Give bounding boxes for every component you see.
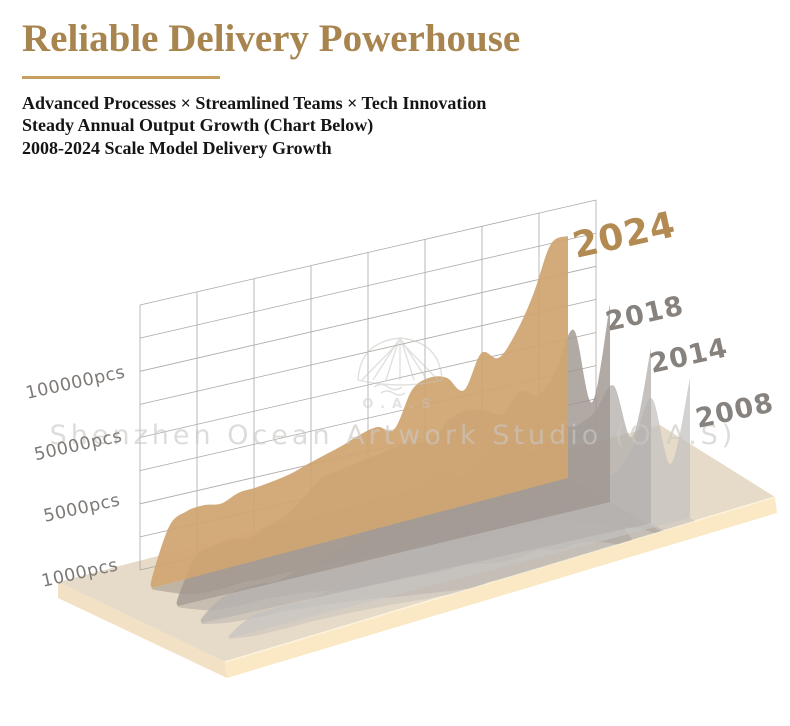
year-label-2014: 2014 xyxy=(647,332,731,379)
page-title: Reliable Delivery Powerhouse xyxy=(22,17,521,60)
y-axis-labels: 100000pcs 50000pcs 5000pcs 1000pcs xyxy=(24,362,127,591)
subtitle-line-1: Advanced Processes × Streamlined Teams ×… xyxy=(22,92,487,113)
watermark: O.A.S Shenzhen Ocean Artwork Studio (O.A… xyxy=(50,337,737,451)
studio-logo: O.A.S xyxy=(357,337,443,412)
ytick-5000pcs: 5000pcs xyxy=(42,490,122,526)
platform-front-face xyxy=(225,497,777,678)
series-area-2024 xyxy=(150,236,568,588)
logo-text: O.A.S xyxy=(362,397,437,412)
platform-edge-highlight xyxy=(224,496,776,663)
year-label-2018: 2018 xyxy=(603,290,687,337)
subtitle-block: Advanced Processes × Streamlined Teams ×… xyxy=(22,92,520,160)
series-ribbons xyxy=(150,236,691,638)
year-label-2024: 2024 xyxy=(569,204,680,267)
shell-fan-icon xyxy=(357,337,443,396)
subtitle-line-3: 2008-2024 Scale Model Delivery Growth xyxy=(22,137,332,158)
title-underline xyxy=(22,75,220,79)
header: Reliable Delivery Powerhouse Advanced Pr… xyxy=(22,17,521,160)
platform-left-face xyxy=(58,582,227,678)
subtitle-line-2: Steady Annual Output Growth (Chart Below… xyxy=(22,115,374,136)
ytick-100000pcs: 100000pcs xyxy=(24,362,127,403)
studio-watermark-text: Shenzhen Ocean Artwork Studio (O.A.S) xyxy=(50,420,737,451)
